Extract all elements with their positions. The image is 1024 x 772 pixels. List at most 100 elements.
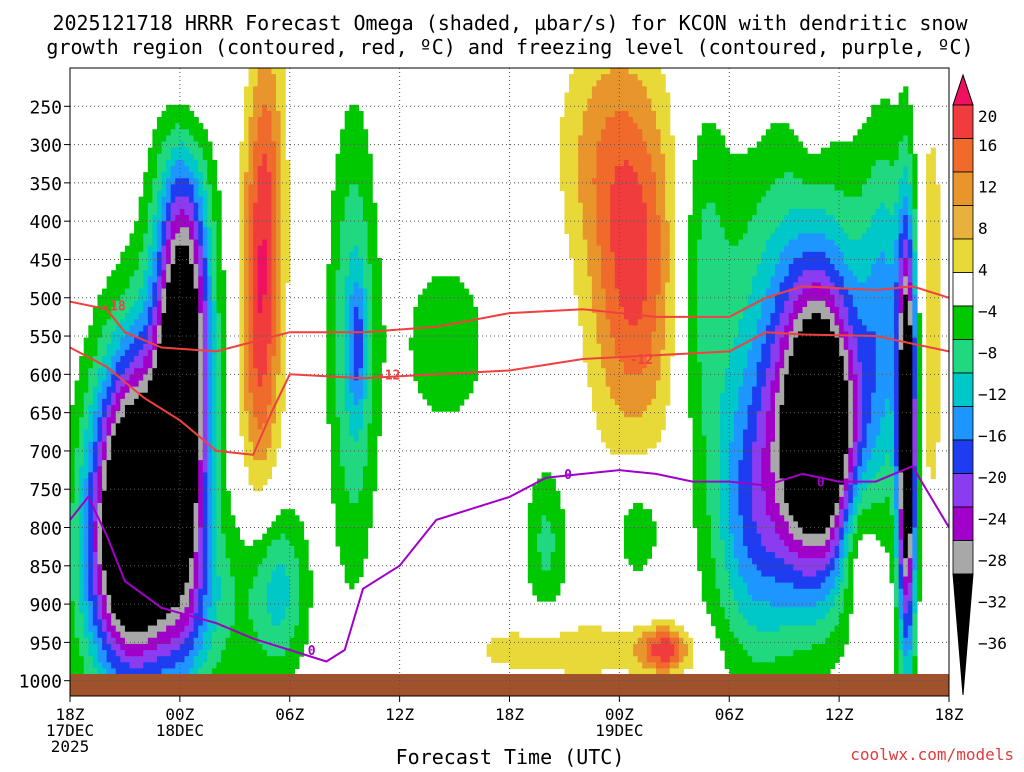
omega-cell bbox=[198, 582, 204, 590]
omega-cell bbox=[124, 625, 131, 633]
omega-cell bbox=[143, 257, 149, 265]
omega-cell bbox=[88, 380, 94, 388]
omega-cell bbox=[161, 227, 167, 235]
omega-cell bbox=[211, 257, 218, 265]
omega-cell bbox=[285, 202, 291, 210]
omega-cell bbox=[349, 208, 355, 216]
omega-cell bbox=[326, 362, 332, 369]
omega-cell bbox=[253, 215, 259, 222]
omega-cell bbox=[262, 607, 268, 614]
omega-cell bbox=[271, 368, 277, 375]
omega-cell bbox=[271, 331, 277, 339]
omega-cell bbox=[207, 643, 213, 651]
omega-cell bbox=[79, 441, 85, 449]
omega-cell bbox=[175, 429, 181, 437]
omega-cell bbox=[143, 306, 149, 314]
omega-cell bbox=[166, 159, 172, 167]
omega-cell bbox=[271, 656, 277, 663]
omega-cell bbox=[207, 496, 213, 504]
omega-cell bbox=[198, 355, 204, 363]
omega-cell bbox=[170, 368, 176, 375]
omega-cell bbox=[454, 380, 460, 388]
omega-cell bbox=[70, 509, 76, 516]
omega-cell bbox=[143, 435, 149, 443]
omega-cell bbox=[202, 643, 208, 651]
omega-cell bbox=[353, 166, 360, 173]
omega-cell bbox=[179, 374, 186, 382]
omega-cell bbox=[358, 503, 364, 510]
omega-cell bbox=[166, 429, 172, 437]
omega-cell bbox=[454, 288, 460, 296]
omega-cell bbox=[124, 503, 131, 510]
omega-cell bbox=[546, 533, 552, 541]
omega-cell bbox=[266, 656, 273, 663]
omega-cell bbox=[207, 466, 213, 473]
omega-cell bbox=[147, 221, 154, 228]
omega-cell bbox=[216, 496, 222, 504]
omega-cell bbox=[266, 392, 273, 400]
omega-cell bbox=[115, 404, 121, 412]
omega-cell bbox=[207, 533, 213, 541]
omega-cell bbox=[422, 368, 428, 375]
omega-cell bbox=[124, 527, 131, 535]
omega-cell bbox=[134, 349, 140, 357]
omega-cell bbox=[340, 153, 346, 161]
omega-cell bbox=[207, 607, 213, 614]
omega-cell bbox=[111, 270, 117, 277]
omega-cell bbox=[152, 386, 158, 394]
omega-cell bbox=[211, 251, 218, 259]
omega-cell bbox=[417, 368, 424, 375]
omega-cell bbox=[166, 153, 172, 161]
omega-cell bbox=[243, 656, 250, 663]
omega-cell bbox=[266, 613, 273, 621]
omega-cell bbox=[344, 398, 350, 406]
omega-cell bbox=[454, 306, 460, 314]
omega-cell bbox=[102, 539, 108, 547]
omega-cell bbox=[349, 239, 355, 247]
omega-cell bbox=[266, 588, 273, 596]
omega-cell bbox=[74, 453, 80, 461]
omega-cell bbox=[500, 643, 506, 651]
omega-cell bbox=[97, 447, 103, 455]
omega-cell bbox=[532, 662, 538, 670]
omega-cell bbox=[166, 417, 172, 424]
omega-cell bbox=[376, 264, 382, 271]
omega-cell bbox=[298, 570, 305, 578]
omega-cell bbox=[147, 264, 154, 271]
omega-cell bbox=[175, 527, 181, 535]
omega-cell bbox=[234, 533, 240, 541]
omega-cell bbox=[143, 172, 149, 179]
omega-cell bbox=[175, 166, 181, 173]
omega-cell bbox=[111, 631, 117, 639]
omega-cell bbox=[207, 509, 213, 516]
omega-cell bbox=[170, 325, 176, 333]
omega-cell bbox=[166, 662, 172, 670]
omega-cell bbox=[234, 570, 240, 578]
omega-cell bbox=[147, 196, 154, 204]
omega-cell bbox=[179, 368, 186, 375]
omega-shading bbox=[70, 68, 941, 696]
omega-cell bbox=[243, 98, 250, 106]
omega-cell bbox=[495, 650, 501, 657]
omega-cell bbox=[170, 141, 176, 149]
omega-cell bbox=[253, 552, 259, 559]
omega-cell bbox=[88, 386, 94, 394]
omega-cell bbox=[330, 294, 337, 302]
omega-cell bbox=[298, 643, 305, 651]
omega-cell bbox=[152, 539, 158, 547]
omega-cell bbox=[179, 539, 186, 547]
omega-cell bbox=[358, 172, 364, 179]
omega-cell bbox=[280, 594, 286, 602]
omega-cell bbox=[541, 527, 547, 535]
omega-cell bbox=[202, 374, 208, 382]
omega-cell bbox=[166, 166, 172, 173]
omega-cell bbox=[211, 490, 218, 498]
omega-cell bbox=[179, 521, 186, 529]
omega-cell bbox=[532, 570, 538, 578]
omega-cell bbox=[189, 392, 195, 400]
omega-cell bbox=[97, 472, 103, 480]
omega-cell bbox=[129, 656, 135, 663]
omega-cell bbox=[111, 496, 117, 504]
omega-cell bbox=[138, 601, 144, 608]
